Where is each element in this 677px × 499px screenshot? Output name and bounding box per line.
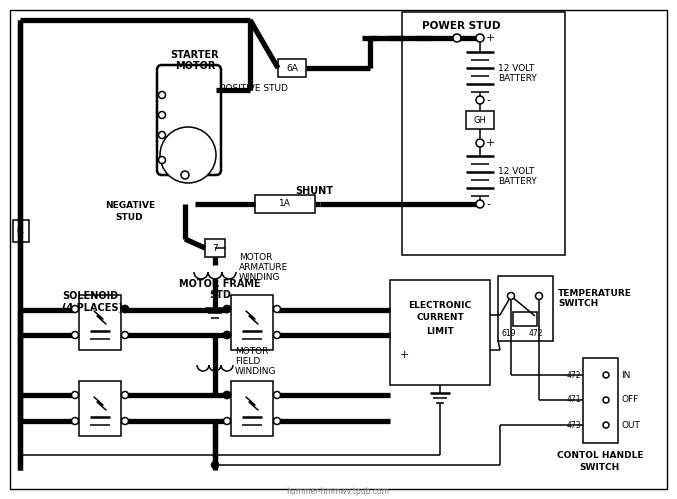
Text: CONTOL HANDLE: CONTOL HANDLE [556, 452, 643, 461]
Text: +: + [400, 350, 410, 360]
Text: GH: GH [474, 115, 487, 124]
Bar [231, 381, 273, 436]
Circle shape [476, 96, 484, 104]
Text: STUD: STUD [115, 214, 143, 223]
Circle shape [121, 418, 129, 425]
Circle shape [160, 127, 216, 183]
Circle shape [158, 132, 165, 139]
Text: POSITIVE STUD: POSITIVE STUD [220, 83, 288, 92]
Bar [513, 312, 537, 326]
Circle shape [72, 392, 79, 399]
FancyBboxPatch shape [157, 65, 221, 175]
Bar [278, 59, 306, 77]
Circle shape [536, 292, 542, 299]
Circle shape [72, 418, 79, 425]
Text: 472: 472 [529, 329, 544, 338]
Circle shape [274, 331, 280, 338]
Text: IN: IN [621, 370, 630, 380]
Circle shape [121, 305, 129, 312]
Text: 471: 471 [567, 396, 581, 405]
Text: STARTER: STARTER [171, 50, 219, 60]
Circle shape [223, 392, 230, 399]
Text: WINDING: WINDING [239, 272, 280, 281]
Text: ARMATURE: ARMATURE [239, 262, 288, 271]
Circle shape [158, 91, 165, 98]
Text: SWITCH: SWITCH [558, 299, 598, 308]
Circle shape [158, 157, 165, 164]
Text: TEMPERATURE: TEMPERATURE [558, 288, 632, 297]
Text: NEGATIVE: NEGATIVE [105, 202, 155, 211]
Circle shape [121, 331, 129, 338]
Text: ELECTRONIC: ELECTRONIC [408, 300, 472, 309]
Text: 472: 472 [567, 370, 581, 380]
Bar [583, 358, 618, 443]
Text: STD: STD [209, 290, 231, 300]
Text: 7: 7 [212, 244, 218, 252]
Text: MOTOR: MOTOR [175, 61, 215, 71]
Bar [390, 280, 490, 385]
Text: WINDING: WINDING [235, 366, 276, 376]
Bar [402, 12, 565, 255]
Circle shape [603, 397, 609, 403]
Bar [79, 381, 121, 436]
Text: CURRENT: CURRENT [416, 313, 464, 322]
Circle shape [181, 171, 189, 179]
Text: 1A: 1A [279, 200, 291, 209]
Text: MOTOR: MOTOR [235, 346, 268, 355]
Circle shape [274, 418, 280, 425]
Text: 12 VOLT: 12 VOLT [498, 168, 534, 177]
Text: FIELD: FIELD [235, 356, 260, 365]
Text: OUT: OUT [621, 421, 640, 430]
Text: BATTERY: BATTERY [498, 178, 537, 187]
Text: 473: 473 [567, 421, 581, 430]
Circle shape [223, 418, 230, 425]
Circle shape [274, 392, 280, 399]
Text: 12 VOLT: 12 VOLT [498, 63, 534, 72]
Text: F1: F1 [17, 228, 25, 234]
Bar [205, 239, 225, 257]
Circle shape [158, 111, 165, 118]
Text: hummer-hmmwv.tpub.com: hummer-hmmwv.tpub.com [286, 487, 389, 496]
Text: +: + [486, 138, 496, 148]
Bar [79, 295, 121, 350]
Text: 619: 619 [502, 329, 517, 338]
Text: (4 PLACES): (4 PLACES) [62, 303, 123, 313]
Text: BATTERY: BATTERY [498, 73, 537, 82]
Circle shape [453, 34, 461, 42]
Circle shape [476, 200, 484, 208]
Text: 6A: 6A [286, 63, 298, 72]
Text: +: + [486, 33, 496, 43]
Text: -: - [486, 95, 490, 105]
Bar [231, 295, 273, 350]
Circle shape [72, 331, 79, 338]
Circle shape [223, 392, 230, 399]
Text: MOTOR FRAME: MOTOR FRAME [179, 279, 261, 289]
Circle shape [223, 305, 230, 312]
Text: SHUNT: SHUNT [295, 186, 333, 196]
Circle shape [223, 331, 230, 338]
Circle shape [223, 331, 230, 338]
Text: OFF: OFF [621, 396, 638, 405]
Text: SOLENOID: SOLENOID [62, 291, 118, 301]
Bar [255, 195, 315, 213]
Circle shape [211, 462, 219, 469]
Circle shape [121, 305, 129, 312]
Circle shape [72, 305, 79, 312]
Circle shape [603, 372, 609, 378]
Text: LIMIT: LIMIT [426, 326, 454, 335]
Bar [498, 276, 553, 341]
Text: POWER STUD: POWER STUD [422, 21, 500, 31]
Bar [466, 111, 494, 129]
Circle shape [274, 305, 280, 312]
Text: SWITCH: SWITCH [580, 463, 620, 472]
Text: -: - [486, 199, 490, 209]
Circle shape [121, 392, 129, 399]
Circle shape [603, 422, 609, 428]
Circle shape [476, 139, 484, 147]
Text: MOTOR: MOTOR [239, 252, 272, 261]
Circle shape [508, 292, 515, 299]
Bar [13, 220, 29, 242]
Circle shape [223, 305, 230, 312]
Circle shape [476, 34, 484, 42]
